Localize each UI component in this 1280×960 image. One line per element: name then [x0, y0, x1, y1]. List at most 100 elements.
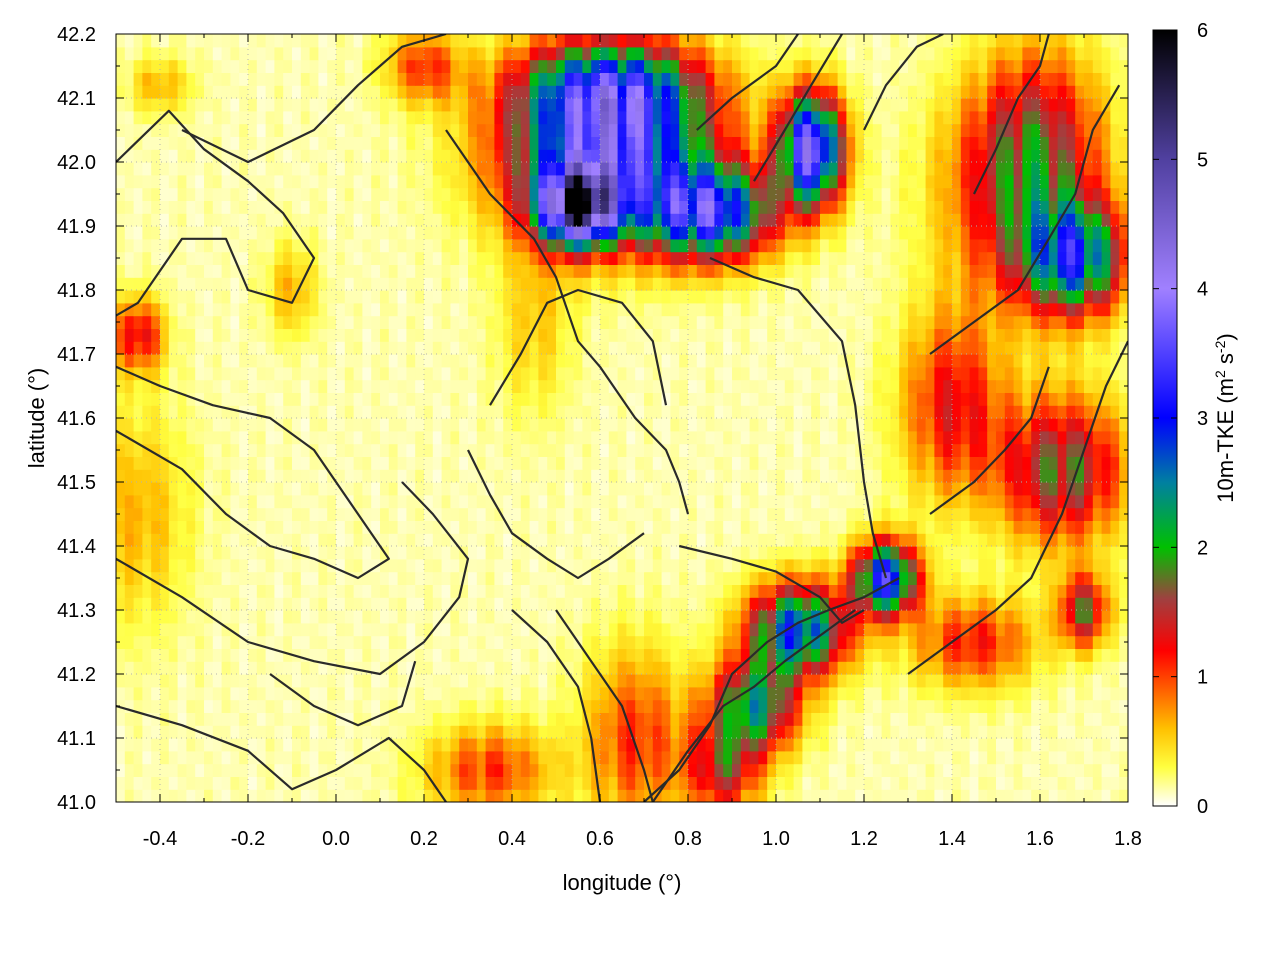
- heat-cell: [239, 635, 249, 649]
- heat-cell: [564, 674, 575, 688]
- heat-cell: [177, 418, 187, 432]
- heat-cell: [837, 443, 847, 457]
- heat-cell: [300, 661, 311, 675]
- heat-cell: [168, 418, 179, 432]
- heat-cell: [415, 251, 425, 265]
- heat-cell: [705, 494, 715, 509]
- heat-cell: [415, 430, 425, 445]
- heat-cell: [591, 686, 601, 701]
- heat-cell: [934, 469, 944, 483]
- heat-cell: [556, 392, 566, 406]
- heat-cell: [784, 738, 795, 752]
- heat-cell: [934, 648, 944, 662]
- heat-cell: [221, 456, 231, 470]
- heat-cell: [890, 264, 900, 278]
- heat-cell: [952, 699, 962, 713]
- heat-cell: [1022, 405, 1032, 419]
- heat-cell: [688, 648, 698, 662]
- heat-cell: [265, 674, 275, 688]
- heat-cell: [881, 379, 891, 393]
- heat-cell: [547, 789, 557, 802]
- heat-cell: [881, 776, 891, 790]
- heat-cell: [529, 405, 539, 419]
- heat-cell: [899, 622, 909, 637]
- heat-cell: [626, 277, 636, 291]
- heat-cell: [424, 610, 434, 624]
- heat-cell: [529, 507, 539, 521]
- heat-cell: [996, 738, 1006, 752]
- heat-cell: [274, 405, 284, 419]
- heat-cell: [1092, 661, 1103, 675]
- heat-cell: [503, 610, 513, 624]
- heat-cell: [239, 328, 249, 342]
- heat-cell: [353, 302, 363, 317]
- heat-cell: [890, 725, 900, 739]
- heat-cell: [336, 238, 346, 253]
- heat-cell: [415, 699, 425, 713]
- heat-cell: [776, 469, 786, 483]
- heat-cell: [212, 597, 223, 611]
- heat-cell: [124, 738, 135, 752]
- heat-cell: [1119, 610, 1128, 624]
- heat-cell: [485, 392, 495, 406]
- heat-cell: [1084, 290, 1094, 304]
- heat-cell: [283, 558, 293, 573]
- heat-cell: [177, 558, 187, 573]
- heat-cell: [1066, 738, 1076, 752]
- heat-cell: [1075, 251, 1085, 265]
- heat-cell: [732, 750, 742, 765]
- heat-cell: [776, 725, 786, 739]
- heat-cell: [406, 277, 416, 291]
- heat-cell: [784, 610, 795, 624]
- heat-cell: [494, 558, 504, 573]
- heat-cell: [1031, 418, 1041, 432]
- heat-cell: [1084, 418, 1094, 432]
- heat-cell: [485, 264, 495, 278]
- heat-cell: [371, 520, 381, 534]
- heat-cell: [784, 622, 795, 637]
- heat-cell: [732, 328, 742, 342]
- heat-cell: [828, 712, 839, 726]
- heat-cell: [221, 264, 231, 278]
- heat-cell: [151, 443, 161, 457]
- heat-cell: [1119, 456, 1128, 470]
- heat-cell: [820, 750, 830, 765]
- heat-cell: [336, 456, 346, 470]
- heat-cell: [960, 648, 971, 662]
- heat-cell: [996, 354, 1006, 368]
- heat-cell: [802, 789, 812, 802]
- heat-cell: [934, 366, 944, 381]
- heat-cell: [608, 597, 619, 611]
- heat-cell: [441, 494, 451, 509]
- heat-cell: [468, 558, 478, 573]
- heat-cell: [688, 315, 698, 329]
- heat-cell: [529, 418, 539, 432]
- heat-cell: [353, 418, 363, 432]
- heat-cell: [934, 392, 944, 406]
- heat-cell: [371, 290, 381, 304]
- heat-cell: [969, 546, 979, 560]
- heat-cell: [397, 597, 407, 611]
- heat-cell: [230, 456, 240, 470]
- heat-cell: [371, 558, 381, 573]
- heat-cell: [415, 277, 425, 291]
- heat-cell: [714, 302, 724, 317]
- heat-cell: [556, 302, 566, 317]
- heat-cell: [881, 584, 891, 598]
- heat-cell: [1040, 597, 1050, 611]
- heat-cell: [925, 430, 935, 445]
- heat-cell: [204, 520, 214, 534]
- heat-cell: [538, 443, 548, 457]
- heat-cell: [362, 558, 372, 573]
- heat-cell: [1031, 533, 1041, 547]
- heat-cell: [538, 379, 548, 393]
- heat-cell: [564, 494, 575, 509]
- heat-cell: [318, 686, 328, 701]
- heat-cell: [195, 392, 205, 406]
- heat-cell: [828, 251, 839, 265]
- heat-cell: [283, 251, 293, 265]
- heat-cell: [670, 341, 680, 355]
- heat-cell: [811, 405, 821, 419]
- heat-cell: [485, 469, 495, 483]
- heat-cell: [600, 635, 610, 649]
